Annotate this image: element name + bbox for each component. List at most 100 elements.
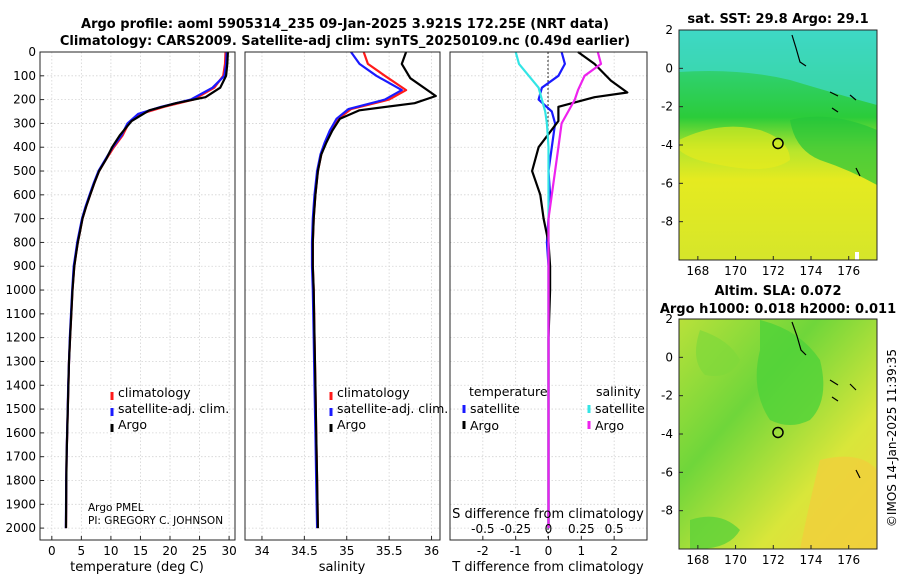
legend-t-satellite-label: satellite (470, 401, 520, 416)
map-y-tick-label: 2 (665, 23, 673, 37)
sst-missing-cell (855, 252, 859, 260)
sla-coastline (791, 321, 861, 479)
salinity-axes-box (244, 51, 441, 541)
x2-tick-label: -0.25 (500, 522, 531, 536)
x-tick-label: 0 (48, 544, 56, 558)
series-line-satellite-adj-clim- (310, 51, 403, 529)
y-tick-label: 1300 (5, 354, 36, 368)
map-y-tick-label: -6 (661, 176, 673, 190)
x-tick-label: 25 (192, 544, 207, 558)
legend-title-temperature: temperature (469, 384, 548, 399)
y-tick-label: 800 (13, 235, 36, 249)
map-x-tick-label: 174 (800, 264, 823, 278)
map-x-tick-label: 176 (837, 264, 860, 278)
x-tick-label: 36 (424, 544, 439, 558)
difference-panel: -2 -1 0 1 2 -0.5 -0.25 0 0.25 0.5 T difference f… (449, 51, 648, 575)
y-tick-label: 0 (28, 45, 36, 59)
sst-warm-region (679, 126, 790, 169)
x-tick-label: 34.5 (291, 544, 318, 558)
y-tick-label: 2000 (5, 521, 36, 535)
figure-title-line2: Climatology: CARS2009. Satellite-adj cli… (60, 34, 630, 49)
sst-coastline (791, 34, 861, 177)
map-x-tick-label: 170 (724, 553, 747, 567)
sla-low-region-2 (696, 330, 740, 376)
sst-map-panel: sat. SST: 29.8 Argo: 29.1 168 170 172 174 17… (661, 12, 878, 278)
map-y-tick-label: 2 (665, 312, 673, 326)
legend-satellite-label: satellite-adj. clim. (337, 401, 448, 416)
y-tick-label: 1600 (5, 426, 36, 440)
legend-t-argo-label: Argo (470, 418, 499, 433)
x-tick-label: 34 (254, 544, 269, 558)
s-difference-xlabel: S difference from climatology (452, 507, 644, 522)
legend-climatology-label: climatology (118, 385, 191, 400)
temperature-panel: 0100200300400500600700800900100011001200… (5, 45, 236, 575)
y-tick-label: 1000 (5, 283, 36, 297)
sst-map-title: sat. SST: 29.8 Argo: 29.1 (687, 12, 868, 27)
y-tick-label: 1100 (5, 307, 36, 321)
y-tick-label: 900 (13, 259, 36, 273)
map-y-tick-label: -2 (661, 100, 673, 114)
x2-tick-label: 0.25 (568, 522, 595, 536)
sla-map-title: Altim. SLA: 0.072 (715, 284, 842, 299)
map-y-tick-label: -8 (661, 215, 673, 229)
figure-title-line1: Argo profile: aoml 5905314_235 09-Jan-20… (81, 17, 609, 32)
legend-title-salinity: salinity (596, 384, 641, 399)
y-tick-label: 500 (13, 164, 36, 178)
temperature-xlabel: temperature (deg C) (70, 560, 204, 575)
map-x-tick-label: 168 (686, 553, 709, 567)
map-y-tick-label: 0 (665, 350, 673, 364)
sst-green-region (790, 116, 877, 185)
salinity-panel: 34 34.5 35 35.5 36 salinity climatology sate… (244, 51, 448, 575)
temperature-legend: climatology satellite-adj. clim. Argo (110, 385, 229, 432)
x-tick-label: 10 (103, 544, 118, 558)
legend-climatology-label: climatology (337, 385, 410, 400)
salinity-xlabel: salinity (319, 560, 366, 575)
map-y-tick-label: -4 (661, 138, 673, 152)
x-tick-label: 20 (162, 544, 177, 558)
timestamp-label: ©IMOS 14-Jan-2025 11:39:35 (885, 349, 899, 527)
map-y-tick-label: -2 (661, 389, 673, 403)
map-x-tick-label: 172 (762, 264, 785, 278)
series-line-argo (64, 51, 229, 529)
x-tick-label: 35 (339, 544, 354, 558)
x-tick-label: -2 (477, 544, 489, 558)
profile-location-marker (772, 137, 784, 150)
map-y-tick-label: -8 (661, 504, 673, 518)
map-x-tick-label: 168 (686, 264, 709, 278)
y-tick-label: 1500 (5, 402, 36, 416)
y-tick-label: 1800 (5, 473, 36, 487)
map-x-tick-label: 172 (762, 553, 785, 567)
x-tick-label: 1 (578, 544, 586, 558)
sla-high-region (800, 456, 877, 549)
profile-location-marker (772, 426, 784, 439)
y-tick-label: 1200 (5, 331, 36, 345)
series-line-s-argo (547, 51, 603, 529)
x2-tick-label: 0.5 (605, 522, 624, 536)
x-tick-label: 35.5 (376, 544, 403, 558)
y-tick-label: 200 (13, 93, 36, 107)
sst-cool-region (679, 30, 877, 105)
y-tick-label: 700 (13, 212, 36, 226)
y-tick-label: 1700 (5, 450, 36, 464)
map-x-tick-label: 170 (724, 264, 747, 278)
map-y-tick-label: -6 (661, 465, 673, 479)
legend-argo-label: Argo (118, 417, 147, 432)
legend-satellite-label: satellite-adj. clim. (118, 401, 229, 416)
y-tick-label: 400 (13, 140, 36, 154)
sla-map-subtitle: Argo h1000: 0.018 h2000: 0.011 (660, 302, 896, 317)
salinity-legend: climatology satellite-adj. clim. Argo (329, 385, 448, 432)
x-tick-label: 0 (545, 544, 553, 558)
y-tick-label: 1900 (5, 497, 36, 511)
sla-map-panel: Altim. SLA: 0.072 Argo h1000: 0.018 h200… (660, 284, 896, 567)
map-x-tick-label: 174 (800, 553, 823, 567)
legend-s-satellite-label: satellite (595, 401, 645, 416)
difference-legend: temperature salinity satellite Argo sate… (462, 384, 645, 433)
sla-low-region-3 (690, 516, 740, 549)
y-tick-label: 1400 (5, 378, 36, 392)
y-tick-label: 300 (13, 116, 36, 130)
map-y-tick-label: 0 (665, 61, 673, 75)
x-tick-label: 2 (610, 544, 618, 558)
x2-tick-label: 0 (545, 522, 553, 536)
x2-tick-label: -0.5 (471, 522, 494, 536)
legend-s-argo-label: Argo (595, 418, 624, 433)
